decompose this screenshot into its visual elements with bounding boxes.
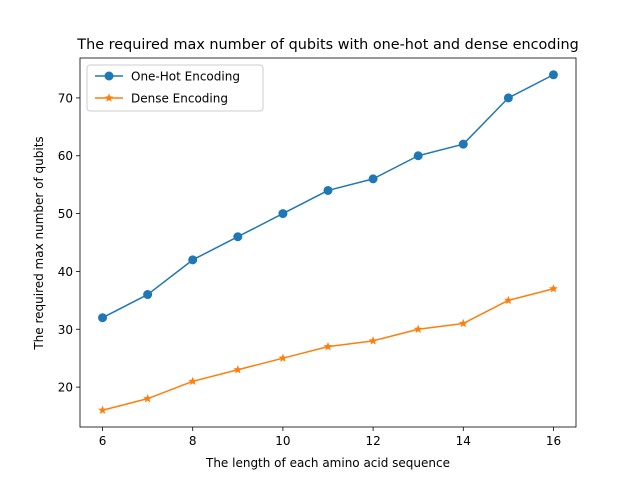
y-tick-label: 50 (58, 207, 73, 221)
x-tick-label: 16 (546, 434, 561, 448)
axes-frame (79, 57, 577, 428)
data-point-star (368, 336, 378, 345)
y-tick-label: 20 (58, 381, 73, 395)
x-tick-label: 8 (189, 434, 197, 448)
y-tick-label: 60 (58, 149, 73, 163)
y-tick-label: 40 (58, 265, 73, 279)
data-point-star (278, 353, 288, 362)
x-tick-label: 12 (365, 434, 380, 448)
legend-entry-label: One-Hot Encoding (131, 70, 240, 84)
legend: One-Hot Encoding Dense Encoding (86, 64, 264, 112)
y-tick-label: 70 (58, 91, 73, 105)
y-axis-label: The required max number of qubits (32, 136, 46, 350)
data-point-star (549, 284, 558, 293)
x-tick-label: 14 (456, 434, 471, 448)
data-point-circle (503, 93, 513, 103)
x-tick-label: 6 (99, 434, 107, 448)
legend-entry-label: Dense Encoding (131, 92, 228, 106)
data-point-circle (548, 70, 558, 80)
legend-box (86, 64, 264, 112)
y-tick-label: 30 (58, 323, 73, 337)
data-point-circle (98, 313, 108, 323)
data-point-star (233, 365, 243, 374)
x-axis-label: The length of each amino acid sequence (205, 456, 450, 470)
data-point-star (143, 394, 153, 403)
data-point-circle (368, 174, 378, 184)
data-point-star (323, 342, 333, 351)
chart-title: The required max number of qubits with o… (76, 37, 578, 53)
x-tick-label: 10 (275, 434, 290, 448)
data-point-circle (233, 232, 243, 242)
plot-area: 6 8 10 12 14 16 20 30 40 50 60 70 (58, 57, 577, 448)
data-point-circle (323, 185, 333, 195)
data-point-circle (413, 151, 423, 161)
data-point-star (188, 376, 198, 386)
data-point-circle (143, 290, 153, 300)
data-point-circle (188, 255, 198, 265)
data-point-circle (458, 139, 468, 149)
data-point-star (98, 405, 107, 414)
data-point-star (413, 324, 423, 333)
legend-marker-star (104, 93, 114, 102)
data-point-star (458, 318, 468, 328)
data-point-circle (278, 209, 288, 219)
legend-marker-circle (104, 71, 114, 81)
data-point-star (503, 295, 513, 305)
